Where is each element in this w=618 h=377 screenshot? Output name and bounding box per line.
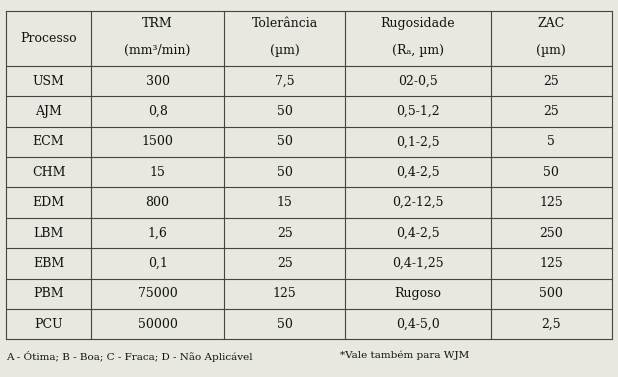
Text: 0,4-5,0: 0,4-5,0	[396, 317, 440, 331]
Text: 50: 50	[277, 135, 293, 149]
Text: USM: USM	[33, 75, 64, 88]
Text: Tolerância: Tolerância	[252, 17, 318, 30]
Text: 02-0,5: 02-0,5	[398, 75, 438, 88]
Text: 15: 15	[150, 166, 166, 179]
Text: EDM: EDM	[33, 196, 65, 209]
Text: 1500: 1500	[142, 135, 174, 149]
Text: PCU: PCU	[34, 317, 63, 331]
Text: LBM: LBM	[33, 227, 64, 239]
Text: 0,4-2,5: 0,4-2,5	[396, 166, 440, 179]
Text: 0,5-1,2: 0,5-1,2	[396, 105, 440, 118]
Text: A - Ótima; B - Boa; C - Fraca; D - Não Aplicável: A - Ótima; B - Boa; C - Fraca; D - Não A…	[6, 351, 253, 362]
Text: PBM: PBM	[33, 287, 64, 300]
Text: TRM: TRM	[142, 17, 173, 30]
Text: 0,1-2,5: 0,1-2,5	[396, 135, 440, 149]
Text: (µm): (µm)	[270, 44, 300, 57]
Text: 125: 125	[540, 196, 563, 209]
Text: CHM: CHM	[32, 166, 66, 179]
Text: ECM: ECM	[33, 135, 64, 149]
Text: 500: 500	[540, 287, 563, 300]
Text: 0,4-1,25: 0,4-1,25	[392, 257, 444, 270]
Text: 25: 25	[277, 227, 293, 239]
Text: 25: 25	[277, 257, 293, 270]
Text: 0,1: 0,1	[148, 257, 167, 270]
Text: Processo: Processo	[20, 32, 77, 45]
Text: 50: 50	[277, 166, 293, 179]
Text: 50: 50	[543, 166, 559, 179]
Text: 50000: 50000	[138, 317, 177, 331]
Text: 50: 50	[277, 317, 293, 331]
Text: 125: 125	[540, 257, 563, 270]
Text: Rugoso: Rugoso	[394, 287, 441, 300]
Text: (mm³/min): (mm³/min)	[124, 44, 191, 57]
Text: 75000: 75000	[138, 287, 177, 300]
Text: 800: 800	[146, 196, 169, 209]
Text: 5: 5	[548, 135, 555, 149]
Text: 50: 50	[277, 105, 293, 118]
Text: 15: 15	[277, 196, 293, 209]
Text: 2,5: 2,5	[541, 317, 561, 331]
Text: 0,2-12,5: 0,2-12,5	[392, 196, 444, 209]
Text: (µm): (µm)	[536, 44, 566, 57]
Text: 7,5: 7,5	[275, 75, 295, 88]
Text: *Vale também para WJM: *Vale também para WJM	[340, 351, 469, 360]
Text: 25: 25	[543, 105, 559, 118]
Text: 1,6: 1,6	[148, 227, 167, 239]
Text: (Rₐ, µm): (Rₐ, µm)	[392, 44, 444, 57]
Text: 0,8: 0,8	[148, 105, 167, 118]
Text: 0,4-2,5: 0,4-2,5	[396, 227, 440, 239]
Text: Rugosidade: Rugosidade	[381, 17, 455, 30]
Text: AJM: AJM	[35, 105, 62, 118]
Text: 250: 250	[540, 227, 563, 239]
Text: ZAC: ZAC	[538, 17, 565, 30]
Text: EBM: EBM	[33, 257, 64, 270]
Text: 25: 25	[543, 75, 559, 88]
Text: 125: 125	[273, 287, 297, 300]
Text: 300: 300	[146, 75, 169, 88]
